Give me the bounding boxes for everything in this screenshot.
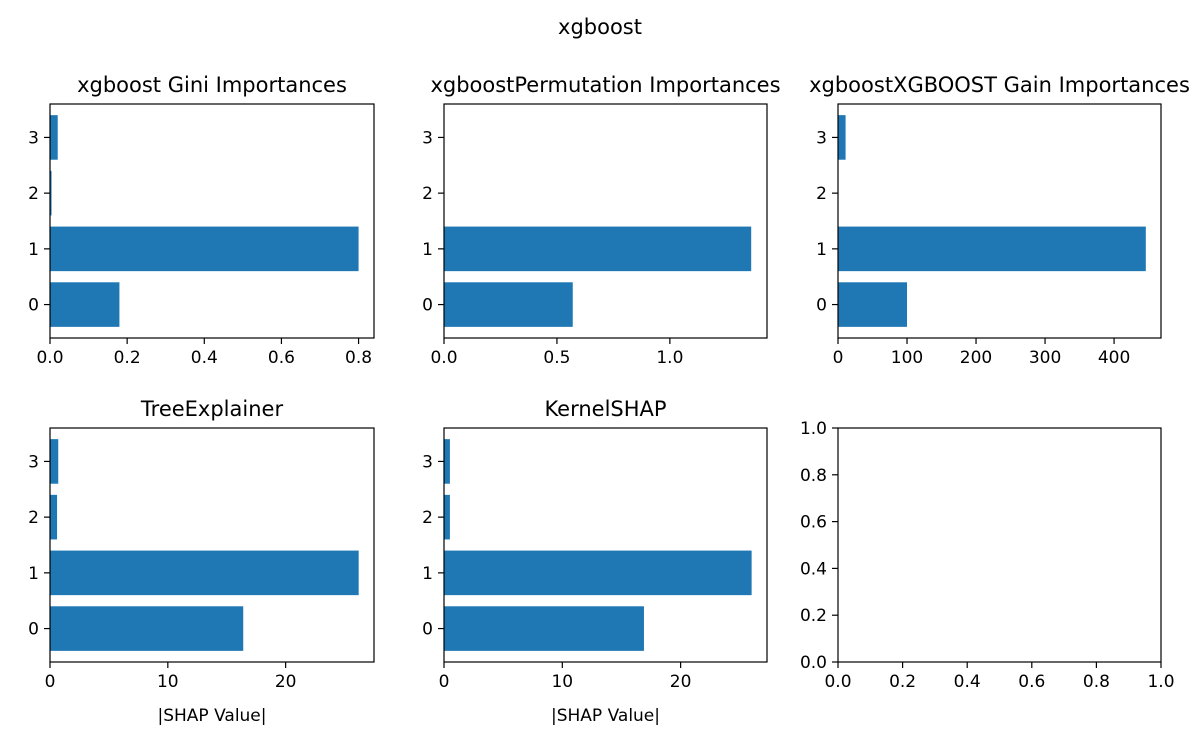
bar-0: [838, 282, 908, 327]
xtick-label: 0.4: [954, 672, 981, 692]
xtick-label: 0.4: [191, 348, 218, 368]
bar-1: [444, 550, 752, 596]
bar-1: [50, 226, 359, 272]
ytick-label: 3: [28, 452, 39, 472]
xtick-label: 0: [439, 672, 450, 692]
xtick-label: 0.5: [543, 348, 570, 368]
axes-frame: [443, 427, 768, 663]
ytick-label: 2: [422, 508, 433, 528]
subplot-4: 0 1 2 3 0 10 20 KernelSHAP |SHAP Value|: [422, 397, 768, 726]
bar-0: [444, 282, 573, 327]
ytick-label: 0: [28, 620, 39, 640]
ytick-label: 1: [28, 564, 39, 584]
xtick-label: 0.0: [36, 348, 63, 368]
x-axis-label: |SHAP Value|: [158, 706, 267, 726]
axes-frame: [837, 103, 1162, 339]
xtick-label: 0.8: [345, 348, 372, 368]
subplot-title: KernelSHAP: [544, 397, 666, 421]
axes-frame: [837, 427, 1162, 663]
axes-frame: [49, 103, 375, 339]
bar-3: [50, 115, 58, 160]
xtick-label: 0.2: [114, 348, 141, 368]
bar-2: [50, 170, 52, 216]
subplot-5: 0.0 0.2 0.4 0.6 0.8 1.0 0.0 0.2 0.4 0.6 0.8 1.0: [800, 419, 1175, 692]
xtick-label: 10: [157, 672, 179, 692]
bar-0: [50, 606, 244, 651]
bar-3: [444, 439, 450, 484]
ytick-label: 0: [28, 296, 39, 316]
ytick-label: 3: [816, 128, 827, 148]
ytick-label: 0.2: [800, 606, 827, 626]
figure-suptitle: xgboost: [558, 15, 642, 39]
subplot-title: xgboost Gini Importances: [77, 73, 347, 97]
axes-frame: [443, 103, 768, 339]
subplot-title: TreeExplainer: [140, 397, 284, 421]
bar-1: [838, 226, 1146, 272]
bar-1: [50, 550, 359, 596]
subplot-3: 0 1 2 3 0 10 20 TreeExplainer |SHAP Value|: [28, 397, 375, 726]
ytick-label: 2: [28, 184, 39, 204]
xtick-label: 0: [45, 672, 56, 692]
bar-0: [50, 282, 120, 327]
xtick-label: 100: [891, 348, 923, 368]
axes-frame: [49, 427, 375, 663]
bar-2: [444, 494, 450, 540]
ytick-label: 0.4: [800, 559, 827, 579]
xtick-label: 0.0: [824, 672, 851, 692]
bar-0: [444, 606, 644, 651]
ytick-label: 0: [422, 620, 433, 640]
xtick-label: 0.6: [1018, 672, 1045, 692]
xtick-label: 1.0: [656, 348, 683, 368]
bar-3: [838, 115, 846, 160]
xtick-label: 0.2: [889, 672, 916, 692]
ytick-label: 1: [28, 240, 39, 260]
ytick-label: 2: [816, 184, 827, 204]
subplot-title: xgboostPermutation Importances: [430, 73, 780, 97]
xtick-label: 1.0: [1147, 672, 1174, 692]
subplot-title: xgboostXGBOOST Gain Importances: [809, 73, 1190, 97]
xtick-label: 0.8: [1083, 672, 1110, 692]
xtick-label: 400: [1098, 348, 1130, 368]
xtick-label: 0.6: [268, 348, 295, 368]
xtick-label: 10: [551, 672, 573, 692]
xtick-label: 300: [1029, 348, 1061, 368]
ytick-label: 1: [422, 564, 433, 584]
ytick-label: 3: [422, 452, 433, 472]
ytick-label: 0.8: [800, 466, 827, 486]
axes-layer: 0 1 2 3 0.0 0.2 0.4 0.6 0.8 xgboost Gini Importan…: [28, 73, 1190, 726]
xtick-label: 20: [275, 672, 297, 692]
ytick-label: 3: [28, 128, 39, 148]
ytick-label: 2: [422, 184, 433, 204]
xtick-label: 20: [670, 672, 692, 692]
bar-1: [444, 226, 752, 272]
ytick-label: 0: [422, 296, 433, 316]
ytick-label: 0.6: [800, 513, 827, 533]
bar-3: [50, 439, 59, 484]
ytick-label: 3: [422, 128, 433, 148]
ytick-label: 1: [816, 240, 827, 260]
ytick-label: 1.0: [800, 419, 827, 439]
subplot-2: 0 1 2 3 0 100 200 300 400 xgboostXGBOOST Gain Imp…: [809, 73, 1190, 368]
ytick-label: 1: [422, 240, 433, 260]
subplot-1: 0 1 2 3 0.0 0.5 1.0 xgboostPermutation Importan…: [422, 73, 780, 368]
xtick-label: 0.0: [430, 348, 457, 368]
ytick-label: 0.0: [800, 653, 827, 673]
xtick-label: 0: [833, 348, 844, 368]
x-axis-label: |SHAP Value|: [551, 706, 660, 726]
ytick-label: 2: [28, 508, 39, 528]
bar-2: [50, 494, 58, 540]
ytick-label: 0: [816, 296, 827, 316]
subplot-0: 0 1 2 3 0.0 0.2 0.4 0.6 0.8 xgboost Gini Importan…: [28, 73, 375, 368]
xtick-label: 200: [960, 348, 992, 368]
